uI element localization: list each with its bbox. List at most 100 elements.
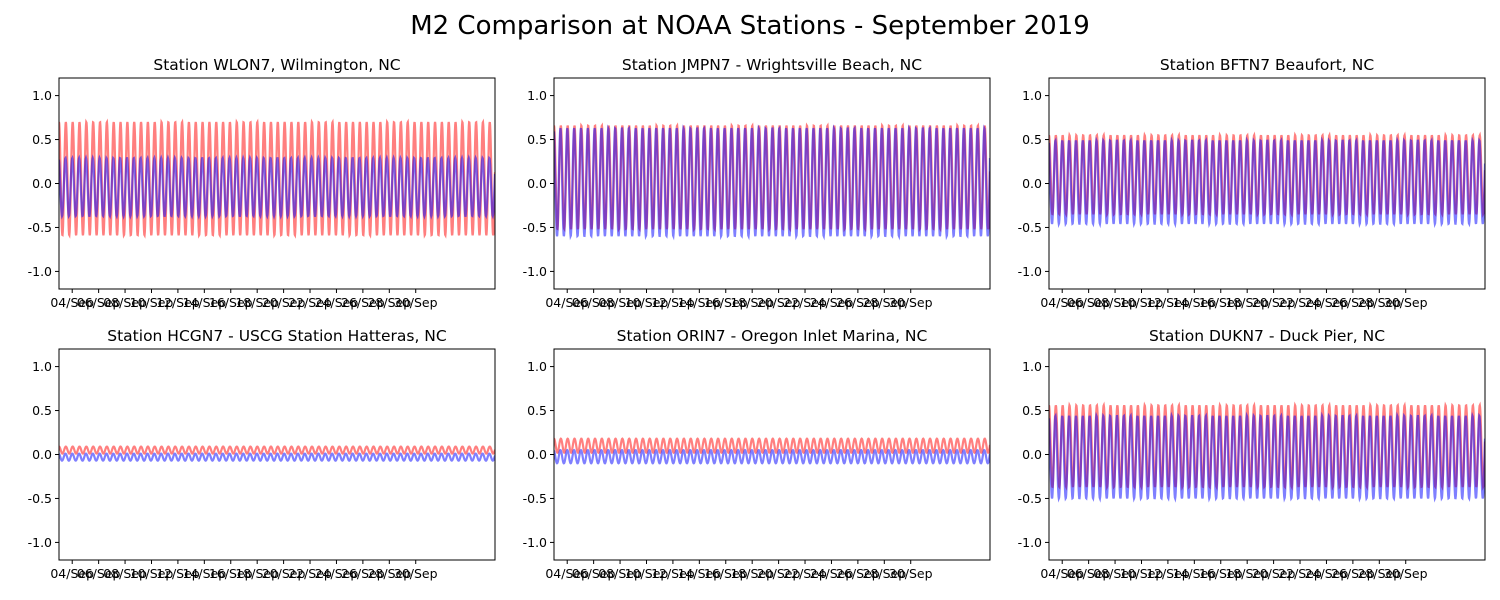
x-tick-label: 18/Sep xyxy=(730,295,774,310)
x-tick-label: 10/Sep xyxy=(1120,566,1164,581)
x-tick-label: 04/Sep xyxy=(1040,295,1084,310)
x-tick-label: 04/Sep xyxy=(50,566,94,581)
x-tick-label: 24/Sep xyxy=(315,295,359,310)
x-tick-label: 30/Sep xyxy=(1384,566,1428,581)
x-tick-label: 08/Sep xyxy=(103,295,147,310)
x-tick-label: 14/Sep xyxy=(182,295,226,310)
x-tick-label: 28/Sep xyxy=(862,295,906,310)
y-tick-label: 0.5 xyxy=(32,403,52,418)
x-tick-label: 04/Sep xyxy=(545,295,589,310)
x-tick-label: 24/Sep xyxy=(315,566,359,581)
x-tick-label: 04/Sep xyxy=(545,566,589,581)
figure-title: M2 Comparison at NOAA Stations - Septemb… xyxy=(410,11,1090,41)
y-tick-label: 0.5 xyxy=(1022,132,1042,147)
x-tick-label: 24/Sep xyxy=(810,566,854,581)
x-tick-label: 22/Sep xyxy=(783,566,827,581)
panels: Station WLON7, Wilmington, NC -1.0 -0.5 0.0… xyxy=(28,56,1486,581)
x-tick-label: 10/Sep xyxy=(130,566,174,581)
x-tick-label: 06/Sep xyxy=(1067,566,1111,581)
x-tick-label: 24/Sep xyxy=(1305,566,1349,581)
x-tick-label: 04/Sep xyxy=(1040,566,1084,581)
series-line-1 xyxy=(59,118,495,239)
x-tick-label: 20/Sep xyxy=(1252,566,1296,581)
x-tick-label: 30/Sep xyxy=(394,295,438,310)
y-tick-label: -1.0 xyxy=(523,264,547,279)
series-line-2 xyxy=(59,452,495,462)
chart-panel-2: Station JMPN7 - Wrightsville Beach, NC -1… xyxy=(523,56,991,310)
x-tick-label: 04/Sep xyxy=(50,295,94,310)
y-tick-label: -0.5 xyxy=(1018,491,1042,506)
x-tick-label: 22/Sep xyxy=(1278,566,1322,581)
chart-panel-3: Station BFTN7 Beaufort, NC -1.0 -0.5 0.0 0.5… xyxy=(1018,56,1486,310)
y-tick-label: 0.0 xyxy=(1022,447,1042,462)
x-tick-label: 16/Sep xyxy=(1199,295,1243,310)
x-tick-label: 24/Sep xyxy=(810,295,854,310)
y-tick-label: 1.0 xyxy=(527,88,547,103)
x-tick-label: 10/Sep xyxy=(625,295,669,310)
chart-title: Station JMPN7 - Wrightsville Beach, NC xyxy=(622,56,922,74)
x-tick-label: 14/Sep xyxy=(677,295,721,310)
y-tick-label: 0.5 xyxy=(527,132,547,147)
x-tick-label: 28/Sep xyxy=(367,566,411,581)
x-tick-label: 28/Sep xyxy=(1357,566,1401,581)
x-tick-label: 26/Sep xyxy=(1331,295,1375,310)
x-tick-label: 14/Sep xyxy=(1172,566,1216,581)
y-tick-label: -0.5 xyxy=(523,491,547,506)
series-line-1 xyxy=(59,445,495,455)
series-line-2 xyxy=(1049,136,1485,229)
y-tick-label: 0.0 xyxy=(32,176,52,191)
x-tick-label: 08/Sep xyxy=(1093,295,1137,310)
x-tick-label: 16/Sep xyxy=(704,295,748,310)
y-tick-label: 1.0 xyxy=(1022,359,1042,374)
x-tick-label: 22/Sep xyxy=(288,566,332,581)
x-tick-label: 30/Sep xyxy=(394,566,438,581)
x-tick-label: 18/Sep xyxy=(235,566,279,581)
x-tick-label: 20/Sep xyxy=(262,566,306,581)
y-tick-label: 0.0 xyxy=(527,176,547,191)
x-tick-label: 08/Sep xyxy=(1093,566,1137,581)
x-tick-label: 08/Sep xyxy=(598,566,642,581)
x-tick-label: 18/Sep xyxy=(1225,566,1269,581)
x-tick-label: 22/Sep xyxy=(783,295,827,310)
x-tick-label: 10/Sep xyxy=(130,295,174,310)
y-tick-label: -1.0 xyxy=(523,535,547,550)
x-tick-label: 20/Sep xyxy=(262,295,306,310)
x-tick-label: 06/Sep xyxy=(77,295,121,310)
x-tick-label: 18/Sep xyxy=(730,566,774,581)
y-tick-label: 1.0 xyxy=(527,359,547,374)
x-tick-label: 12/Sep xyxy=(651,295,695,310)
chart-title: Station ORIN7 - Oregon Inlet Marina, NC xyxy=(617,327,928,345)
x-tick-label: 12/Sep xyxy=(651,566,695,581)
x-tick-label: 30/Sep xyxy=(889,295,933,310)
x-tick-label: 26/Sep xyxy=(341,566,385,581)
x-tick-label: 06/Sep xyxy=(77,566,121,581)
x-tick-label: 22/Sep xyxy=(1278,295,1322,310)
y-tick-label: 0.5 xyxy=(527,403,547,418)
x-tick-label: 12/Sep xyxy=(156,566,200,581)
x-tick-label: 18/Sep xyxy=(1225,295,1269,310)
x-tick-label: 26/Sep xyxy=(341,295,385,310)
chart-panel-4: Station HCGN7 - USCG Station Hatteras, N… xyxy=(28,327,496,581)
x-tick-label: 14/Sep xyxy=(182,566,226,581)
chart-title: Station BFTN7 Beaufort, NC xyxy=(1160,56,1374,74)
x-tick-label: 12/Sep xyxy=(1146,566,1190,581)
x-tick-label: 08/Sep xyxy=(598,295,642,310)
x-tick-label: 08/Sep xyxy=(103,566,147,581)
x-tick-label: 28/Sep xyxy=(367,295,411,310)
x-tick-label: 26/Sep xyxy=(836,566,880,581)
x-tick-label: 16/Sep xyxy=(704,566,748,581)
x-tick-label: 06/Sep xyxy=(572,295,616,310)
x-tick-label: 12/Sep xyxy=(156,295,200,310)
x-tick-label: 14/Sep xyxy=(1172,295,1216,310)
x-tick-label: 16/Sep xyxy=(1199,566,1243,581)
y-tick-label: -0.5 xyxy=(28,220,52,235)
y-tick-label: -1.0 xyxy=(28,535,52,550)
y-tick-label: 0.0 xyxy=(32,447,52,462)
x-tick-label: 28/Sep xyxy=(862,566,906,581)
x-tick-label: 06/Sep xyxy=(572,566,616,581)
x-tick-label: 30/Sep xyxy=(1384,295,1428,310)
chart-title: Station DUKN7 - Duck Pier, NC xyxy=(1149,327,1385,345)
series-line-1 xyxy=(554,437,990,455)
x-tick-label: 10/Sep xyxy=(625,566,669,581)
